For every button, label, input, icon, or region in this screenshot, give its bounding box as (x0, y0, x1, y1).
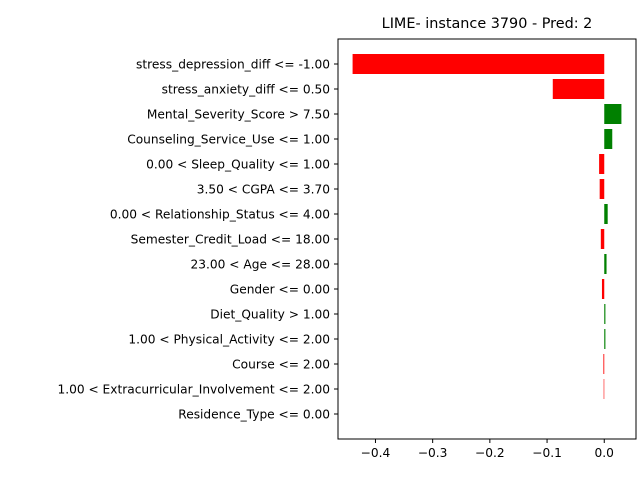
bar-12 (603, 354, 605, 374)
chart-title: LIME- instance 3790 - Pred: 2 (382, 16, 593, 32)
x-tick-label-2: −0.2 (475, 446, 505, 460)
bar-4 (599, 154, 605, 174)
bar-6 (604, 204, 608, 224)
y-tick-label-1: stress_anxiety_diff <= 0.50 (162, 83, 330, 97)
y-tick-label-5: 3.50 < CGPA <= 3.70 (197, 183, 330, 197)
bar-1 (552, 79, 605, 99)
y-tick-label-7: Semester_Credit_Load <= 18.00 (131, 233, 330, 247)
y-tick-label-2: Mental_Severity_Score > 7.50 (147, 108, 330, 122)
bar-9 (601, 279, 605, 299)
y-tick-labels: stress_depression_diff <= -1.00 stress_an… (57, 58, 338, 422)
y-tick-label-11: 1.00 < Physical_Activity <= 2.00 (128, 333, 330, 347)
bar-13 (603, 379, 605, 399)
y-tick-label-14: Residence_Type <= 0.00 (178, 408, 330, 422)
y-tick-label-12: Course <= 2.00 (232, 358, 330, 372)
y-tick-label-3: Counseling_Service_Use <= 1.00 (127, 133, 330, 147)
bar-10 (604, 304, 606, 324)
bar-8 (604, 254, 607, 274)
x-tick-label-1: −0.3 (418, 446, 448, 460)
y-tick-label-8: 23.00 < Age <= 28.00 (191, 258, 330, 272)
y-tick-label-10: Diet_Quality > 1.00 (210, 308, 330, 322)
bar-7 (600, 229, 605, 249)
bar-0 (352, 54, 605, 74)
bars-group (352, 54, 622, 399)
x-tick-label-3: −0.1 (532, 446, 562, 460)
bar-5 (599, 179, 605, 199)
x-ticks: −0.4 −0.3 −0.2 −0.1 0.0 (361, 439, 614, 460)
y-tick-label-0: stress_depression_diff <= -1.00 (136, 58, 330, 72)
bar-3 (604, 129, 613, 149)
y-tick-label-13: 1.00 < Extracurricular_Involvement <= 2.… (57, 383, 330, 397)
y-tick-label-9: Gender <= 0.00 (230, 283, 330, 297)
x-tick-label-4: 0.0 (595, 446, 614, 460)
bar-11 (604, 329, 606, 349)
bar-2 (604, 104, 622, 124)
y-tick-label-6: 0.00 < Relationship_Status <= 4.00 (110, 208, 330, 222)
y-tick-label-4: 0.00 < Sleep_Quality <= 1.00 (146, 158, 330, 172)
x-tick-label-0: −0.4 (361, 446, 391, 460)
plot-frame (337, 38, 637, 440)
